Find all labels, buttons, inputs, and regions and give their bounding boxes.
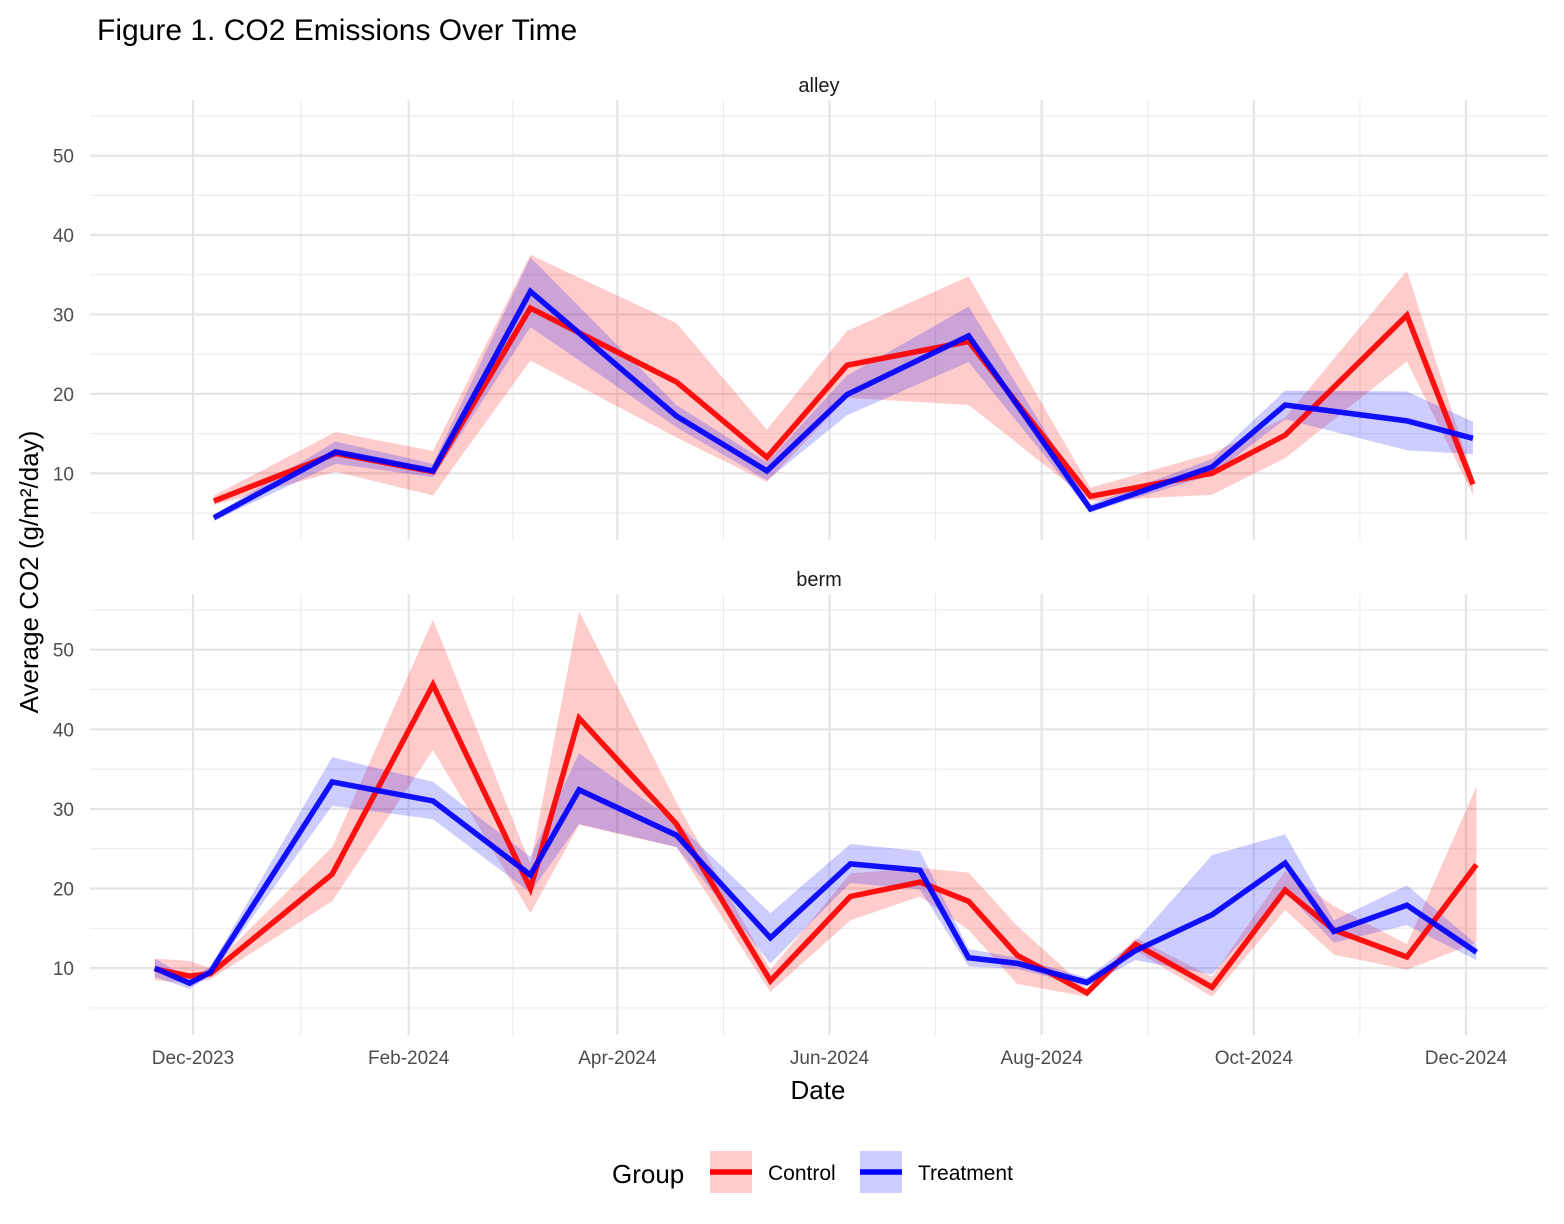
y-tick-label: 30	[53, 800, 74, 821]
chart-title: Figure 1. CO2 Emissions Over Time	[97, 14, 577, 47]
series-line-treatment	[153, 778, 1478, 987]
legend-title: Group	[612, 1159, 684, 1189]
facet-panel-berm: berm 10 20 30 40 50	[53, 569, 1548, 1035]
x-axis-title: Date	[791, 1075, 846, 1105]
facet-panel-alley: alley 10 20 30 40 50	[53, 75, 1548, 540]
y-tick-label: 50	[53, 147, 74, 168]
confidence-ribbon-treatment	[213, 257, 1473, 521]
facet-panels: alley 10 20 30 40 50 berm 10 20 30 40 50 Dec-2023 Feb…	[53, 75, 1548, 1069]
facet-strip-label: berm	[796, 569, 842, 591]
y-tick-label: 40	[53, 226, 74, 247]
y-tick-label: 10	[53, 959, 74, 980]
y-tick-label: 10	[53, 464, 74, 485]
y-tick-label: 30	[53, 305, 74, 326]
y-tick-label: 20	[53, 880, 74, 901]
facet-strip-label: alley	[798, 75, 839, 97]
y-tick-label: 50	[53, 641, 74, 662]
confidence-ribbon-control	[154, 611, 1477, 997]
legend-label-treatment: Treatment	[918, 1162, 1013, 1185]
confidence-ribbon-treatment	[154, 753, 1477, 989]
legend-label-control: Control	[768, 1162, 836, 1185]
x-tick-label: Aug-2024	[1000, 1048, 1083, 1069]
legend: Group Control Treatment	[612, 1151, 1013, 1193]
x-tick-label: Apr-2024	[578, 1048, 657, 1069]
x-axis: Dec-2023 Feb-2024 Apr-2024 Jun-2024 Aug-2024…	[152, 1048, 1508, 1069]
y-tick-label: 40	[53, 720, 74, 741]
confidence-ribbon-control	[213, 254, 1473, 506]
y-axis-title: Average CO2 (g/m²/day)	[14, 431, 44, 714]
x-tick-label: Jun-2024	[790, 1048, 870, 1069]
x-tick-label: Oct-2024	[1215, 1048, 1294, 1069]
series-line-control	[154, 678, 1479, 997]
x-tick-label: Dec-2023	[152, 1048, 234, 1069]
x-tick-label: Feb-2024	[368, 1048, 450, 1069]
x-tick-label: Dec-2024	[1425, 1048, 1508, 1069]
y-tick-label: 20	[53, 385, 74, 406]
